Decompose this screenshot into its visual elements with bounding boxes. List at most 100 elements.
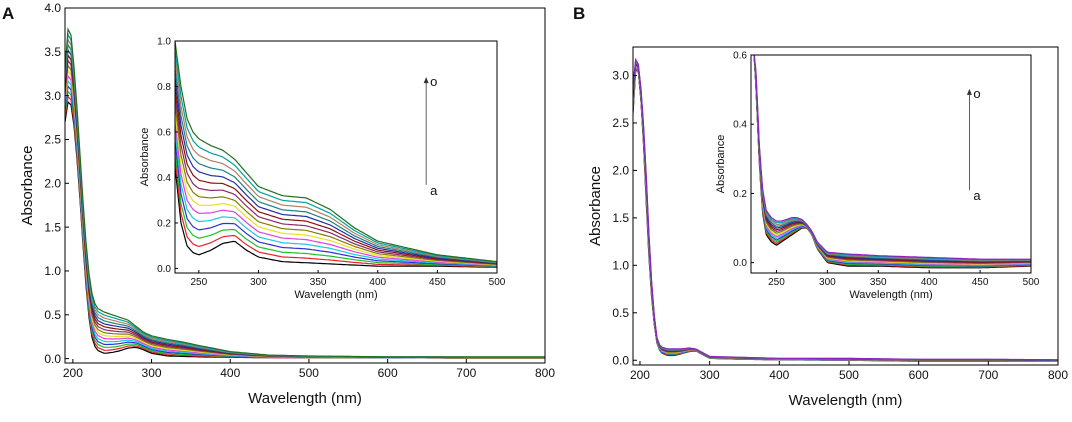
inset-series-group bbox=[175, 41, 497, 268]
inset-series-line-5 bbox=[175, 121, 497, 266]
inset-x-tick-label: 300 bbox=[819, 277, 836, 288]
inset-y-tick-label: 0.4 bbox=[157, 173, 171, 184]
inset-y-axis-label: Absorbance bbox=[715, 135, 727, 194]
inset-y-tick-label: 0.4 bbox=[733, 120, 747, 131]
main-y-tick-label: 0.0 bbox=[44, 352, 61, 366]
inset-x-tick-label: 350 bbox=[310, 277, 327, 288]
inset-x-tick-label: 350 bbox=[870, 277, 887, 288]
main-x-tick-label: 200 bbox=[63, 366, 83, 380]
inset-series-line-9 bbox=[175, 85, 497, 265]
inset-x-tick-label: 400 bbox=[369, 277, 386, 288]
inset-background bbox=[175, 41, 497, 273]
inset-x-tick-label: 450 bbox=[429, 277, 446, 288]
main-y-tick-label: 2.5 bbox=[44, 133, 61, 147]
inset-series-line-2 bbox=[753, 55, 1031, 268]
main-y-tick-label: 1.0 bbox=[44, 264, 61, 278]
inset-background bbox=[751, 55, 1031, 273]
annotation-a: a bbox=[430, 183, 438, 198]
inset-series-line-10 bbox=[175, 76, 497, 264]
main-y-tick-label: 0.0 bbox=[612, 353, 629, 367]
main-x-tick-label: 800 bbox=[535, 366, 555, 380]
annotation-o: o bbox=[973, 86, 980, 101]
main-y-tick-label: 3.0 bbox=[612, 69, 629, 83]
main-x-tick-label: 400 bbox=[220, 366, 240, 380]
main-x-tick-label: 300 bbox=[700, 368, 720, 382]
inset-series-line-1 bbox=[175, 157, 497, 268]
main-y-tick-label: 2.0 bbox=[44, 177, 61, 191]
inset-series-line-6 bbox=[175, 112, 497, 266]
series-group bbox=[65, 27, 545, 359]
main-y-tick-label: 4.0 bbox=[44, 1, 61, 15]
main-frame bbox=[632, 46, 1059, 366]
inset-y-tick-label: 0.0 bbox=[733, 258, 747, 269]
inset-x-tick-label: 250 bbox=[191, 277, 208, 288]
inset-series-group bbox=[753, 55, 1031, 269]
trend-arrow-head bbox=[966, 88, 972, 95]
series-line-14 bbox=[65, 27, 545, 358]
main-y-tick-label: 1.0 bbox=[612, 259, 629, 273]
chart-panel-a: 200 300 400 500 600 700 800 0.0 0.5 1.0 1.5 2.0 2.5 3… bbox=[19, 1, 555, 407]
main-frame bbox=[64, 7, 546, 364]
inset-x-tick-label: 500 bbox=[489, 277, 506, 288]
series-group bbox=[633, 57, 1058, 362]
main-y-tick-label: 1.5 bbox=[44, 220, 61, 234]
inset-series-line-14 bbox=[175, 41, 497, 263]
panel-label-b: B bbox=[573, 4, 585, 23]
main-y-tick-label: 2.0 bbox=[612, 164, 629, 178]
main-x-tick-label: 800 bbox=[1048, 368, 1068, 382]
main-x-axis-label: Wavelength (nm) bbox=[789, 392, 903, 409]
main-y-tick-label: 3.0 bbox=[44, 89, 61, 103]
chart-panel-b: 200 300 400 500 600 700 800 0.0 0.5 1.0 1.5 2.0 2.5 3… bbox=[587, 46, 1068, 409]
main-y-tick-label: 3.5 bbox=[44, 45, 61, 59]
inset-series-line-8 bbox=[175, 94, 497, 265]
inset-x-axis-label: Wavelength (nm) bbox=[294, 289, 377, 301]
inset-series-line-12 bbox=[175, 58, 497, 263]
inset-frame bbox=[174, 40, 498, 274]
main-y-tick-label: 1.5 bbox=[612, 211, 629, 225]
inset-y-tick-label: 0.6 bbox=[157, 127, 171, 138]
inset-x-tick-label: 250 bbox=[768, 277, 785, 288]
inset-x-tick-label: 450 bbox=[972, 277, 989, 288]
inset-y-tick-label: 0.8 bbox=[157, 82, 171, 93]
inset-y-tick-label: 0.0 bbox=[157, 264, 171, 275]
main-x-tick-label: 400 bbox=[769, 368, 789, 382]
inset-series-line-7 bbox=[175, 103, 497, 266]
inset-x-axis-label: Wavelength (nm) bbox=[849, 289, 932, 301]
main-y-axis-label: Absorbance bbox=[587, 166, 604, 246]
inset-y-axis-label: Absorbance bbox=[139, 128, 151, 187]
main-x-tick-label: 700 bbox=[456, 366, 476, 380]
inset-frame bbox=[750, 54, 1032, 274]
main-y-tick-label: 2.5 bbox=[612, 116, 629, 130]
main-x-tick-label: 600 bbox=[378, 366, 398, 380]
inset-y-tick-label: 0.2 bbox=[733, 189, 747, 200]
annotation-o: o bbox=[430, 74, 437, 89]
annotation-a: a bbox=[973, 188, 981, 203]
inset-series-line-14 bbox=[753, 55, 1031, 260]
main-y-tick-label: 0.5 bbox=[44, 308, 61, 322]
inset-series-line-0 bbox=[175, 166, 497, 268]
inset-series-line-3 bbox=[175, 139, 497, 267]
inset-y-tick-label: 1.0 bbox=[157, 37, 171, 48]
main-x-tick-label: 600 bbox=[909, 368, 929, 382]
inset-series-line-13 bbox=[175, 49, 497, 263]
inset-series-line-4 bbox=[175, 130, 497, 267]
inset-y-tick-label: 0.6 bbox=[733, 51, 747, 62]
main-y-axis-label: Absorbance bbox=[19, 145, 36, 225]
inset-y-tick-label: 0.2 bbox=[157, 218, 171, 229]
panel-label-a: A bbox=[2, 4, 14, 23]
inset-x-tick-label: 300 bbox=[250, 277, 267, 288]
main-x-tick-label: 200 bbox=[630, 368, 650, 382]
inset-x-tick-label: 400 bbox=[921, 277, 938, 288]
main-x-tick-label: 300 bbox=[142, 366, 162, 380]
inset-series-line-11 bbox=[175, 67, 497, 264]
series-line-14 bbox=[633, 57, 1058, 361]
trend-arrow-head bbox=[423, 77, 429, 84]
main-y-tick-label: 0.5 bbox=[612, 306, 629, 320]
main-x-axis-label: Wavelength (nm) bbox=[248, 390, 362, 407]
inset-series-line-2 bbox=[175, 148, 497, 268]
inset-x-tick-label: 500 bbox=[1023, 277, 1040, 288]
main-x-tick-label: 500 bbox=[839, 368, 859, 382]
main-x-tick-label: 500 bbox=[299, 366, 319, 380]
main-x-tick-label: 700 bbox=[978, 368, 998, 382]
